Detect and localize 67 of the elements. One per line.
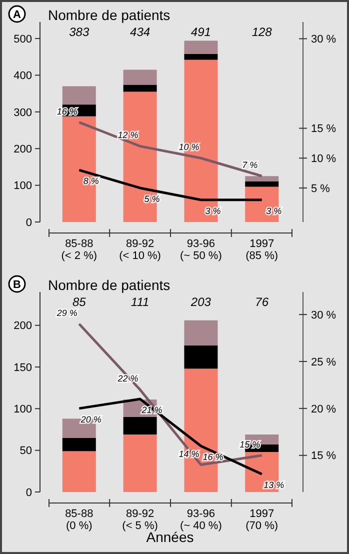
data-label: 10 % xyxy=(178,142,200,152)
y-axis-title: Nombre de patients xyxy=(48,7,170,23)
data-label: 5 % xyxy=(144,194,160,204)
y-tick-label: 150 xyxy=(14,362,32,374)
annotation: 434 xyxy=(130,25,150,39)
x-tick-label: 93-96 (~ 50 %) xyxy=(180,238,222,262)
data-label: 29 % xyxy=(56,308,78,318)
x-tick-label: 89-92 (< 10 %) xyxy=(119,238,161,262)
y-tick-label: 300 xyxy=(14,106,32,119)
line-series xyxy=(78,322,264,466)
bar xyxy=(184,345,218,369)
data-label: 13 % xyxy=(264,480,284,490)
bar xyxy=(123,434,157,492)
y2-tick-label: 30 % xyxy=(311,309,336,322)
y-tick-label: 500 xyxy=(14,33,32,46)
annotation: 203 xyxy=(190,295,212,309)
chart-title: A xyxy=(13,8,22,21)
bar xyxy=(62,451,96,492)
chart-title: B xyxy=(13,278,22,291)
bar xyxy=(184,40,218,54)
y-tick-label: 400 xyxy=(14,70,32,82)
y2-tick-label: 5 % xyxy=(311,182,330,195)
bar xyxy=(62,86,96,105)
y-tick-label: 0 xyxy=(26,216,32,229)
line-series xyxy=(78,398,264,476)
annotation: 491 xyxy=(190,25,211,39)
annotation: 128 xyxy=(252,25,272,39)
bar xyxy=(184,320,218,346)
annotation: 85 xyxy=(72,295,86,309)
y-axis-title: Nombre de patients xyxy=(48,277,170,293)
y-tick-label: 100 xyxy=(14,180,32,192)
data-label: 7 % xyxy=(242,160,258,170)
bar xyxy=(245,181,279,187)
y2-tick-label: 15 % xyxy=(311,450,336,462)
data-label: 8 % xyxy=(83,176,99,186)
y-tick-label: 0 xyxy=(26,486,32,499)
y-tick-label: 50 xyxy=(20,445,32,458)
y2-tick-label: 30 % xyxy=(311,34,336,46)
x-tick-label: 1997 (85 %) xyxy=(246,238,278,262)
x-tick-label: 89-92 (< 5 %) xyxy=(122,508,158,532)
y2-tick-label: 10 % xyxy=(311,152,336,165)
annotation: 111 xyxy=(130,295,150,309)
y2-tick-label: 25 % xyxy=(311,356,336,368)
data-label: 3 % xyxy=(205,206,221,216)
bar xyxy=(123,417,157,434)
y-tick-label: 100 xyxy=(14,404,32,416)
data-label: 12 % xyxy=(118,130,138,140)
bar xyxy=(123,84,157,92)
x-tick-label: 85-88 (0 %) xyxy=(65,508,94,532)
bar xyxy=(62,438,96,452)
y-tick-label: 200 xyxy=(14,143,32,156)
y-tick-label: 200 xyxy=(14,320,32,332)
data-label: 22 % xyxy=(116,374,138,384)
line-series xyxy=(78,121,264,178)
bar xyxy=(123,70,157,85)
bar xyxy=(245,176,279,182)
data-label: 21 % xyxy=(140,405,162,416)
annotation: 383 xyxy=(69,25,90,39)
data-label: 14 % xyxy=(178,448,200,459)
annotation: 76 xyxy=(255,295,269,309)
x-tick-label: 85-88 (< 2 %) xyxy=(61,238,98,262)
x-tick-label: 1997 (70 %) xyxy=(246,508,278,532)
data-label: 3 % xyxy=(266,206,282,216)
x-tick-label: 93-96 (~ 40 %) xyxy=(180,508,222,532)
y2-tick-label: 20 % xyxy=(311,403,336,416)
y2-tick-label: 15 % xyxy=(311,123,336,136)
bar xyxy=(184,54,218,60)
